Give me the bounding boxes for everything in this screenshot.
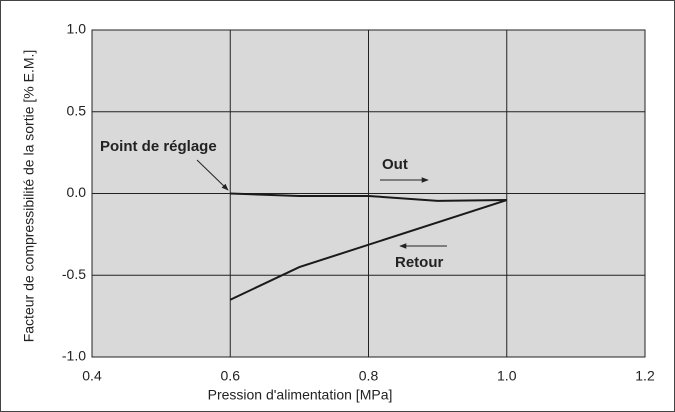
y-tick-label: -0.5: [62, 266, 86, 282]
series-line: [229, 199, 508, 301]
plot-area: [91, 29, 646, 358]
x-axis-label: Pression d'alimentation [MPa]: [208, 387, 393, 403]
annotation-arrow: [196, 159, 229, 191]
y-tick-label: -1.0: [62, 348, 86, 364]
x-tick-label: 0.4: [82, 368, 102, 384]
y-tick-label: 0.0: [67, 184, 87, 200]
x-tick-label: 0.8: [359, 368, 379, 384]
y-tick-label: 1.0: [67, 21, 87, 37]
y-tick-label: 0.5: [67, 102, 87, 118]
annotation: Point de réglage: [100, 138, 217, 155]
series-line: [230, 192, 507, 202]
series-label: Retour: [395, 254, 443, 271]
x-tick-label: 1.2: [635, 368, 655, 384]
series-label: Out: [382, 156, 408, 173]
y-axis-label: Facteur de compressibilité de la sortie …: [21, 50, 37, 343]
x-tick-label: 0.6: [221, 368, 241, 384]
x-tick-label: 1.0: [497, 368, 517, 384]
